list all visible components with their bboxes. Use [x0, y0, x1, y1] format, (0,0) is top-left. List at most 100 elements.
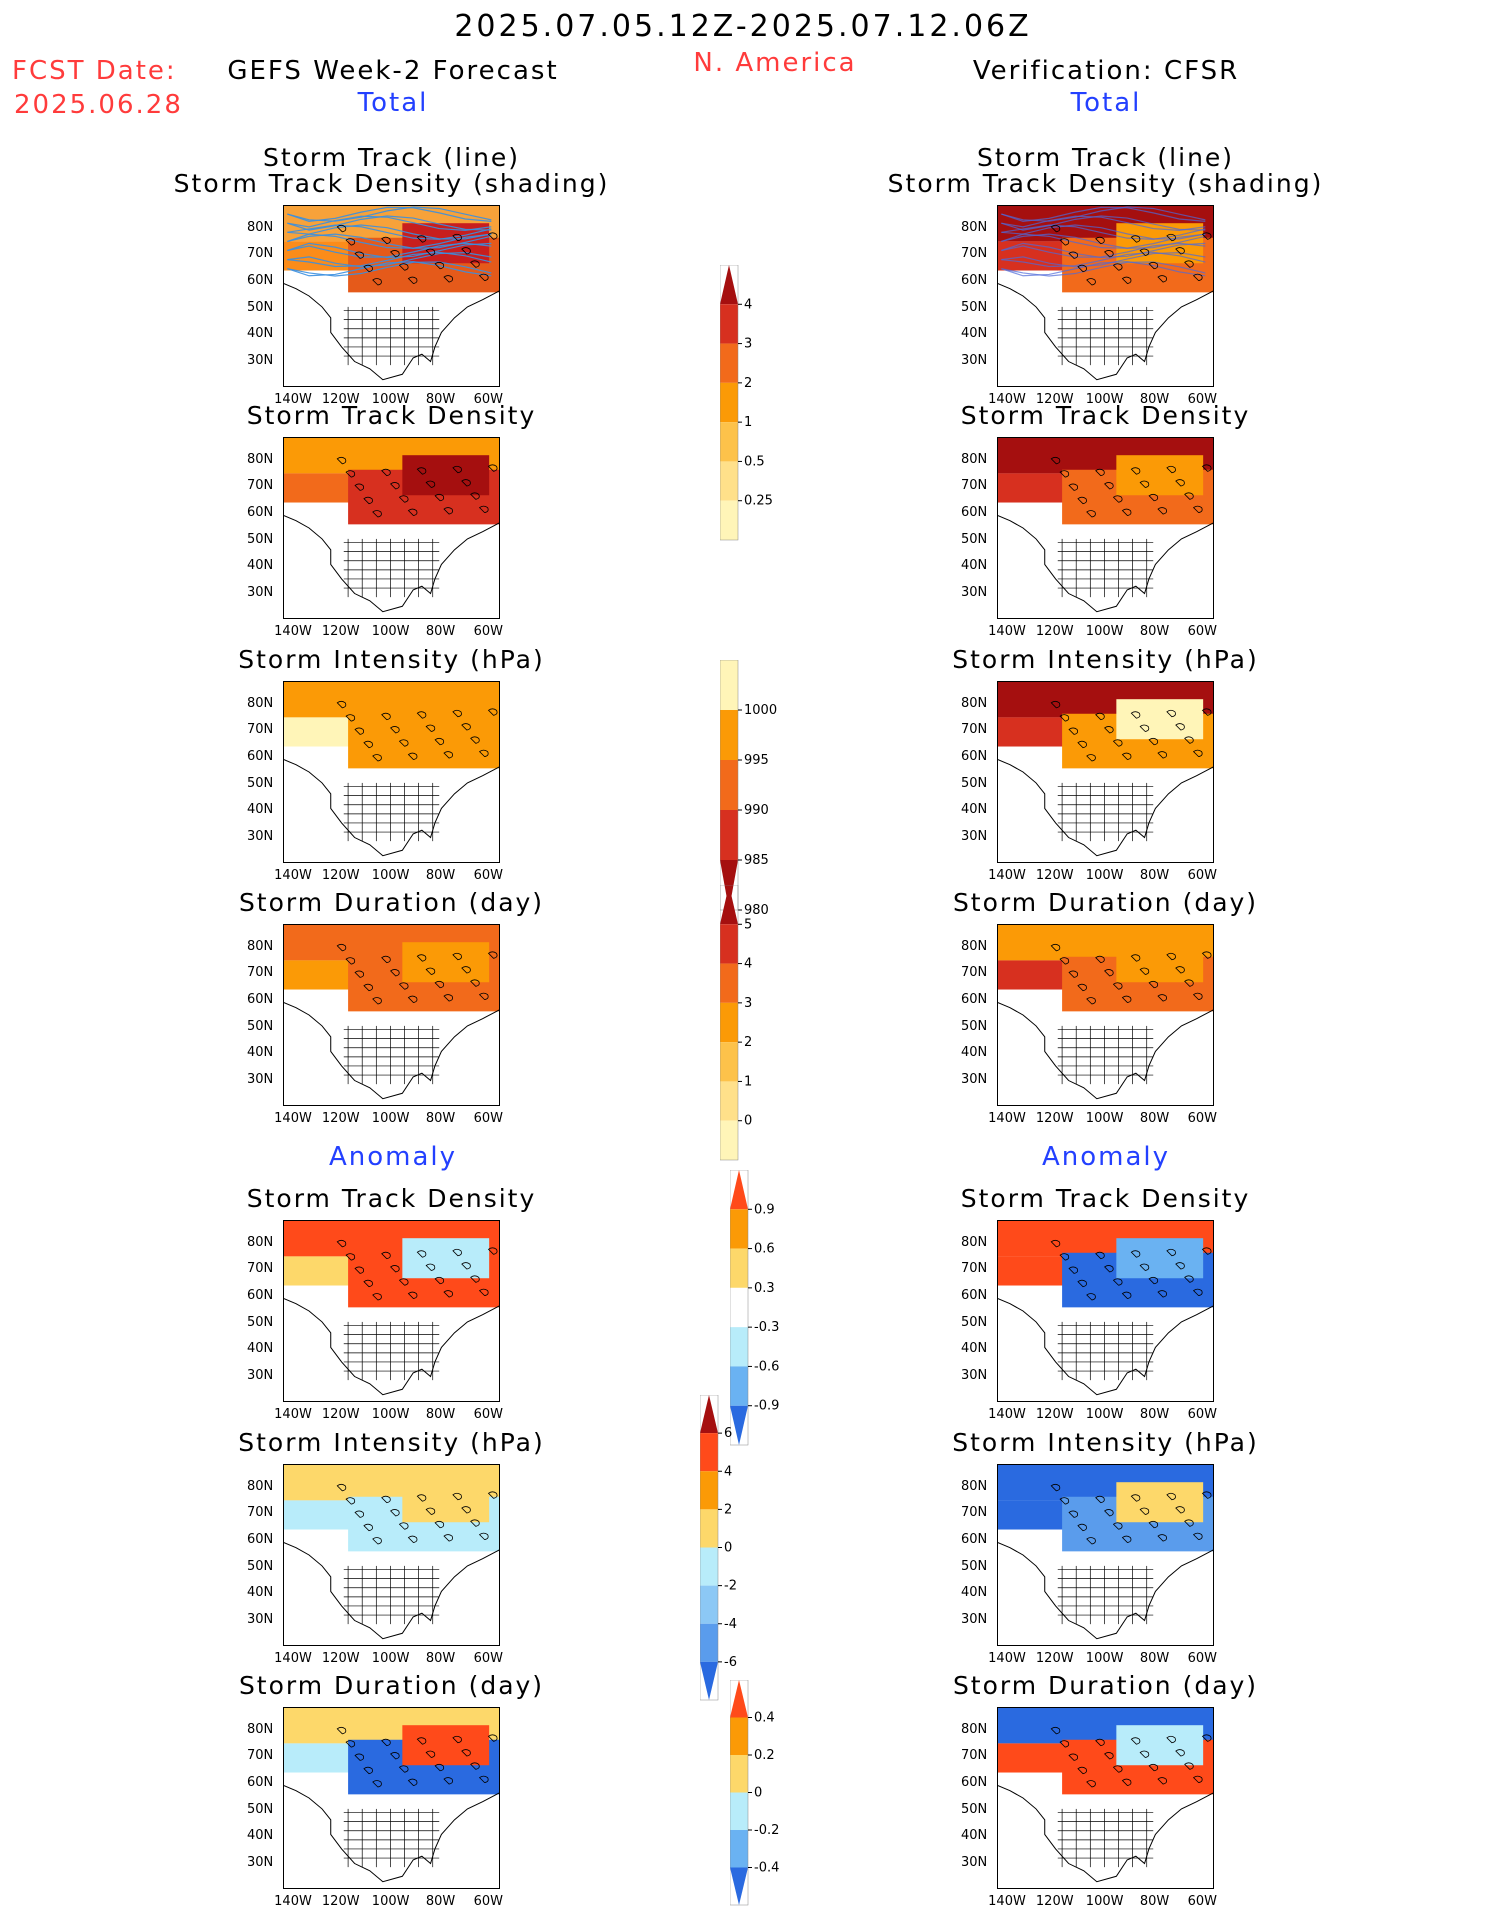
duration-colorbar-segment	[720, 1120, 738, 1160]
anom_density-left-island	[443, 1290, 453, 1298]
right-anomaly-label: Anomaly	[1041, 1142, 1171, 1172]
duration-right-island	[1059, 957, 1070, 965]
intensity-left-map-frame	[283, 681, 500, 863]
anom_intensity-right-island	[1050, 1483, 1061, 1492]
fcst-date-value: 2025.06.28	[14, 90, 183, 120]
track-right-island	[1077, 264, 1087, 273]
density-right-island	[1148, 493, 1159, 502]
anom_density-right-island	[1112, 1278, 1123, 1286]
anom_intensity-left-island	[407, 1535, 418, 1543]
duration-left-island	[478, 992, 489, 1001]
anom_duration-colorbar-label: -0.2	[754, 1823, 779, 1838]
density-left-map	[283, 437, 500, 619]
intensity-left-island	[354, 727, 365, 735]
anom_intensity-colorbar-label: 4	[724, 1464, 732, 1479]
duration-right-island	[1130, 954, 1141, 962]
anom_duration-right-lat-label: 50N	[961, 1801, 988, 1817]
anom_duration-right-island	[1166, 1735, 1176, 1744]
anom_duration-left-island	[345, 1740, 356, 1748]
density-left-lon-label: 80W	[425, 624, 456, 639]
density-right-island	[1121, 508, 1132, 516]
anom_intensity-colorbar-label: -4	[724, 1617, 737, 1632]
density-colorbar-segment	[720, 304, 738, 344]
anom_density-left-island	[416, 1250, 427, 1258]
intensity-colorbar-label: 985	[744, 853, 769, 868]
anom_density-colorbar-label: 0.6	[754, 1242, 775, 1257]
anom_intensity-right-island	[1192, 1532, 1203, 1541]
track-right-lat-label: 30N	[961, 353, 988, 369]
region-title: N. America	[693, 48, 857, 78]
anom_duration-left-island	[363, 1766, 373, 1775]
anom_density-left-island	[354, 1266, 365, 1274]
density-right-lon-label: 60W	[1187, 624, 1217, 639]
track-left-title-line1: Storm Track (line)	[262, 143, 521, 172]
duration-right-island	[1139, 967, 1150, 975]
duration-right-island	[1086, 997, 1096, 1005]
intensity-right-coastline	[997, 758, 1214, 857]
density-left-island	[345, 470, 356, 478]
track-right-track-line	[1001, 251, 1206, 268]
duration-right-coastline	[997, 1001, 1214, 1100]
intensity-colorbar-segment	[720, 760, 738, 810]
intensity-left-panel	[283, 681, 500, 863]
anom_duration-right-island	[1175, 1749, 1185, 1757]
anom_intensity-left-lat-label: 70N	[247, 1505, 274, 1521]
duration-right-island	[1166, 952, 1176, 961]
intensity-right-island	[1148, 737, 1159, 746]
duration-colorbar: 5 4 3 2 1 0	[720, 885, 752, 1161]
anom_duration-colorbar-segment	[730, 1792, 748, 1830]
intensity-colorbar-label: 1000	[744, 703, 777, 718]
anom_density-right-lat-label: 30N	[961, 1368, 988, 1384]
anom_intensity-colorbar-segment	[700, 1661, 718, 1700]
anom_intensity-right-island	[1077, 1523, 1087, 1532]
intensity-left-island	[443, 751, 453, 759]
anom_intensity-left-lat-label: 60N	[247, 1532, 274, 1547]
anom_duration-left-lon-label: 100W	[371, 1894, 410, 1909]
anom_duration-left-island	[487, 1734, 498, 1742]
duration-right-island	[1121, 995, 1132, 1003]
anom_intensity-right-island	[1148, 1520, 1159, 1529]
anom_duration-colorbar-label: 0	[754, 1786, 762, 1801]
anom_density-right-island	[1077, 1279, 1087, 1288]
anom_duration-colorbar: 0.4 0.2 0 -0.2 -0.4	[730, 1680, 779, 1906]
anom_intensity-left-island	[470, 1519, 480, 1527]
density-right-lon-label: 120W	[1035, 624, 1074, 639]
anom_duration-left-coastline	[283, 1784, 500, 1883]
anom_intensity-left-island	[461, 1506, 471, 1514]
anom_duration-left-lat-label: 60N	[247, 1775, 274, 1790]
density-colorbar-segment	[720, 422, 738, 462]
intensity-left-island	[372, 754, 382, 762]
anom_density-left-island	[345, 1253, 356, 1261]
anom_intensity-left-coastline	[283, 1541, 500, 1640]
density-left-lat-label: 40N	[247, 558, 274, 574]
anom_density-right-title: Storm Track Density	[960, 1184, 1251, 1213]
track-left-lon-label: 100W	[371, 392, 410, 407]
duration-right-lon-label: 120W	[1035, 1111, 1074, 1126]
anom_duration-colorbar-label: 0.2	[754, 1748, 775, 1763]
anom_duration-right-island	[1157, 1777, 1167, 1785]
intensity-right-island	[1077, 740, 1087, 749]
intensity-right-lon-label: 60W	[1187, 868, 1217, 883]
duration-right-island	[1068, 970, 1079, 978]
density-left-island	[372, 510, 382, 518]
track-right-island	[1068, 251, 1079, 259]
track-left-track-line	[287, 251, 492, 268]
anom_density-left-island	[452, 1248, 462, 1257]
intensity-left-island	[398, 739, 409, 747]
track-left-lat-label: 60N	[247, 273, 274, 288]
density-right-island	[1130, 467, 1141, 475]
anom_density-left-lon-label: 100W	[371, 1407, 410, 1422]
anom_duration-right-panel	[997, 1707, 1214, 1889]
anom_duration-left-lon-label: 140W	[274, 1894, 312, 1909]
track-right-track-line	[1001, 261, 1206, 277]
duration-right-island	[1104, 969, 1114, 977]
duration-left-map-frame	[283, 924, 500, 1106]
track-right-island	[1184, 260, 1194, 268]
track-left-lon-label: 80W	[425, 392, 456, 407]
anom_intensity-right-lon-label: 60W	[1187, 1651, 1217, 1666]
duration-right-lat-label: 30N	[961, 1072, 988, 1088]
duration-left-island	[372, 997, 382, 1005]
anom_density-right-island	[1086, 1293, 1096, 1301]
intensity-right-island	[1192, 749, 1203, 758]
anom_intensity-left-island	[390, 1509, 400, 1517]
